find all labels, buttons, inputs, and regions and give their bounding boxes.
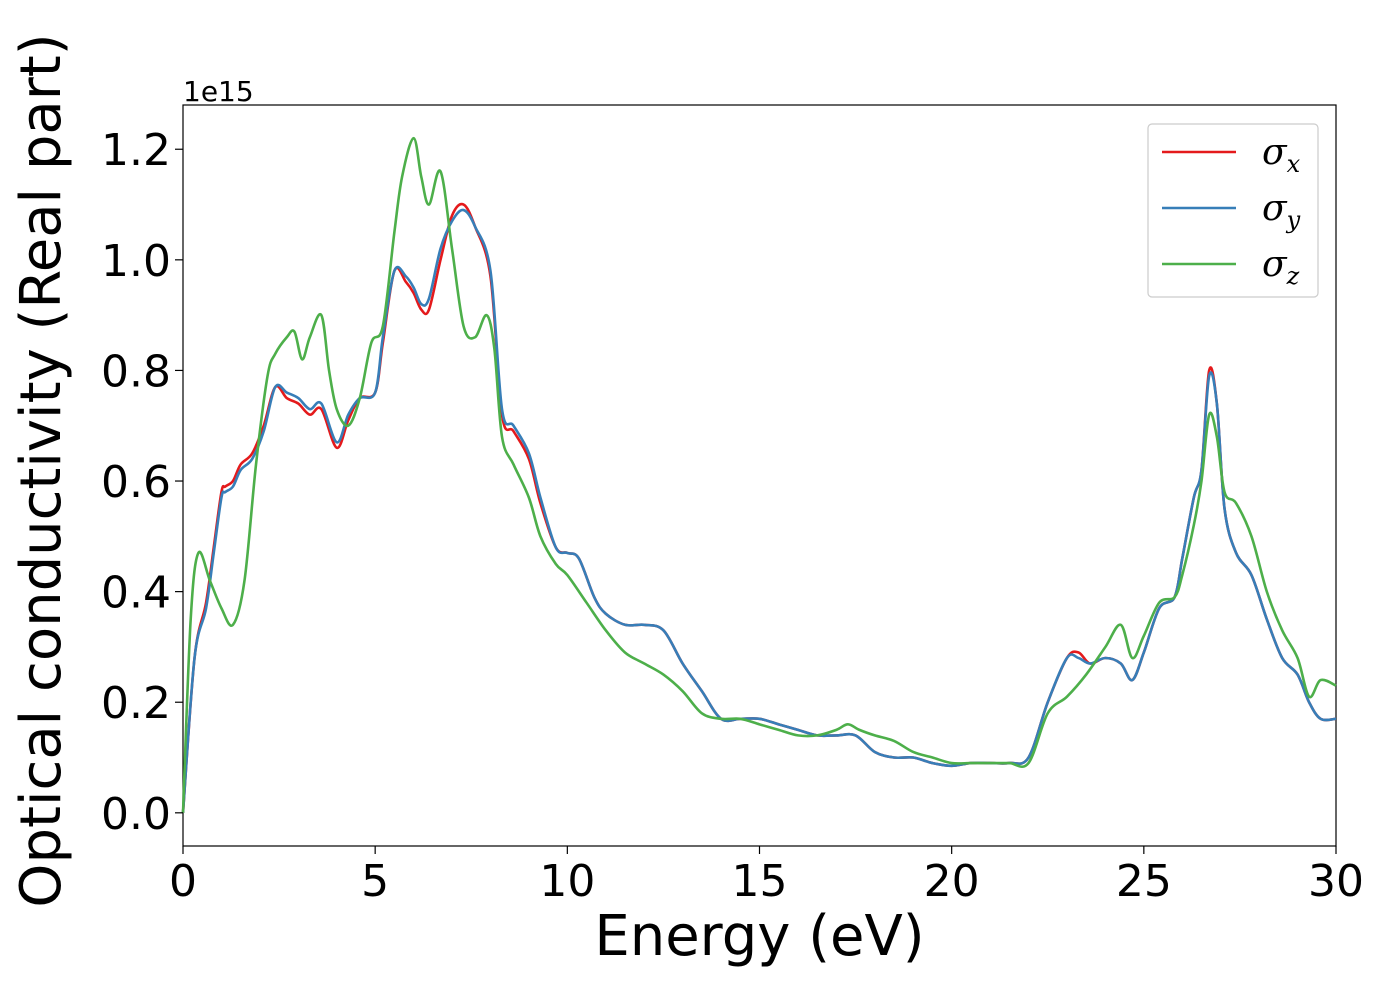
- x-axis-title: Energy (eV): [594, 904, 924, 969]
- series-group: [181, 136, 1337, 813]
- y-tick-label: 0.4: [101, 568, 171, 619]
- legend-label-z: σz: [1262, 244, 1300, 290]
- x-tick-label: 30: [1308, 856, 1364, 907]
- legend-box: [1147, 123, 1319, 298]
- y-tick-label: 0.0: [101, 789, 171, 840]
- y-axis-ticks: 0.0 0.2 0.4 0.6 0.8 1.0 1.2: [101, 125, 183, 840]
- x-tick-label: 25: [1116, 856, 1172, 907]
- legend: σx σy σz: [1147, 123, 1319, 298]
- legend-label-x: σx: [1262, 132, 1301, 178]
- x-tick-label: 5: [361, 856, 389, 907]
- y-tick-label: 0.2: [101, 678, 171, 729]
- series-line-y: [181, 208, 1337, 813]
- x-axis-ticks: 0 5 10 15 20 25 30: [169, 846, 1364, 907]
- y-tick-label: 0.6: [101, 457, 171, 508]
- y-tick-label: 1.2: [101, 125, 171, 176]
- y-tick-label: 0.8: [101, 346, 171, 397]
- x-tick-label: 10: [539, 856, 595, 907]
- y-tick-label: 1.0: [101, 236, 171, 287]
- legend-label-y: σy: [1262, 188, 1301, 234]
- series-line-z: [181, 136, 1337, 813]
- y-axis-title: Optical conductivity (Real part): [9, 33, 74, 907]
- x-tick-label: 0: [169, 856, 197, 907]
- x-tick-label: 15: [732, 856, 788, 907]
- x-tick-label: 20: [924, 856, 980, 907]
- y-axis-offset-label: 1e15: [183, 75, 254, 108]
